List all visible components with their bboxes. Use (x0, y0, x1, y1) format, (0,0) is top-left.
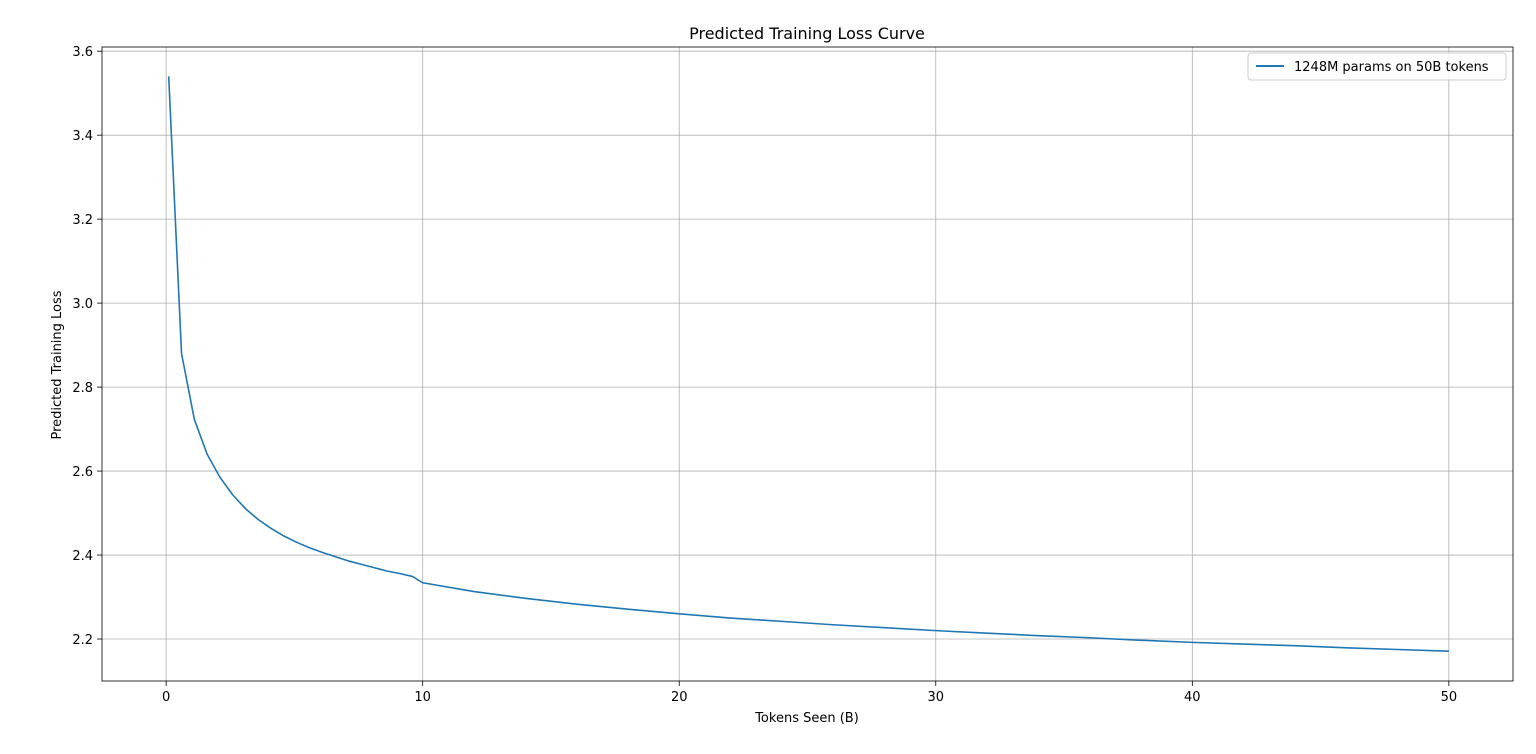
x-tick-label: 20 (671, 690, 688, 705)
y-tick-label: 2.4 (72, 549, 93, 564)
y-tick-label: 3.2 (72, 213, 93, 228)
y-tick-label: 3.0 (72, 297, 93, 312)
y-tick-label: 2.8 (72, 381, 93, 396)
y-tick-label: 2.6 (72, 465, 93, 480)
chart-title: Predicted Training Loss Curve (689, 24, 925, 43)
y-axis-label: Predicted Training Loss (50, 290, 65, 439)
x-tick-label: 30 (927, 690, 944, 705)
legend-label: 1248M params on 50B tokens (1294, 60, 1489, 75)
x-tick-label: 50 (1441, 690, 1458, 705)
series-layer (167, 76, 1449, 652)
axes-layer: 0 10 20 30 40 50 2.2 2.4 2.6 2.8 3.0 3.2 3.4 3.6 (72, 45, 1514, 705)
x-tick-label: 40 (1184, 690, 1201, 705)
x-tick-label: 0 (162, 690, 170, 705)
plot-frame (101, 46, 1514, 682)
grid-layer (102, 47, 1513, 681)
legend-box (1247, 52, 1507, 81)
x-axis-label: Tokens Seen (B) (754, 711, 859, 726)
y-tick-label: 3.6 (72, 45, 93, 60)
series-line (167, 76, 1449, 652)
x-tick-label: 10 (414, 690, 431, 705)
legend: 1248M params on 50B tokens (1247, 52, 1507, 81)
y-tick-label: 3.4 (72, 129, 93, 144)
y-tick-label: 2.2 (72, 633, 93, 648)
